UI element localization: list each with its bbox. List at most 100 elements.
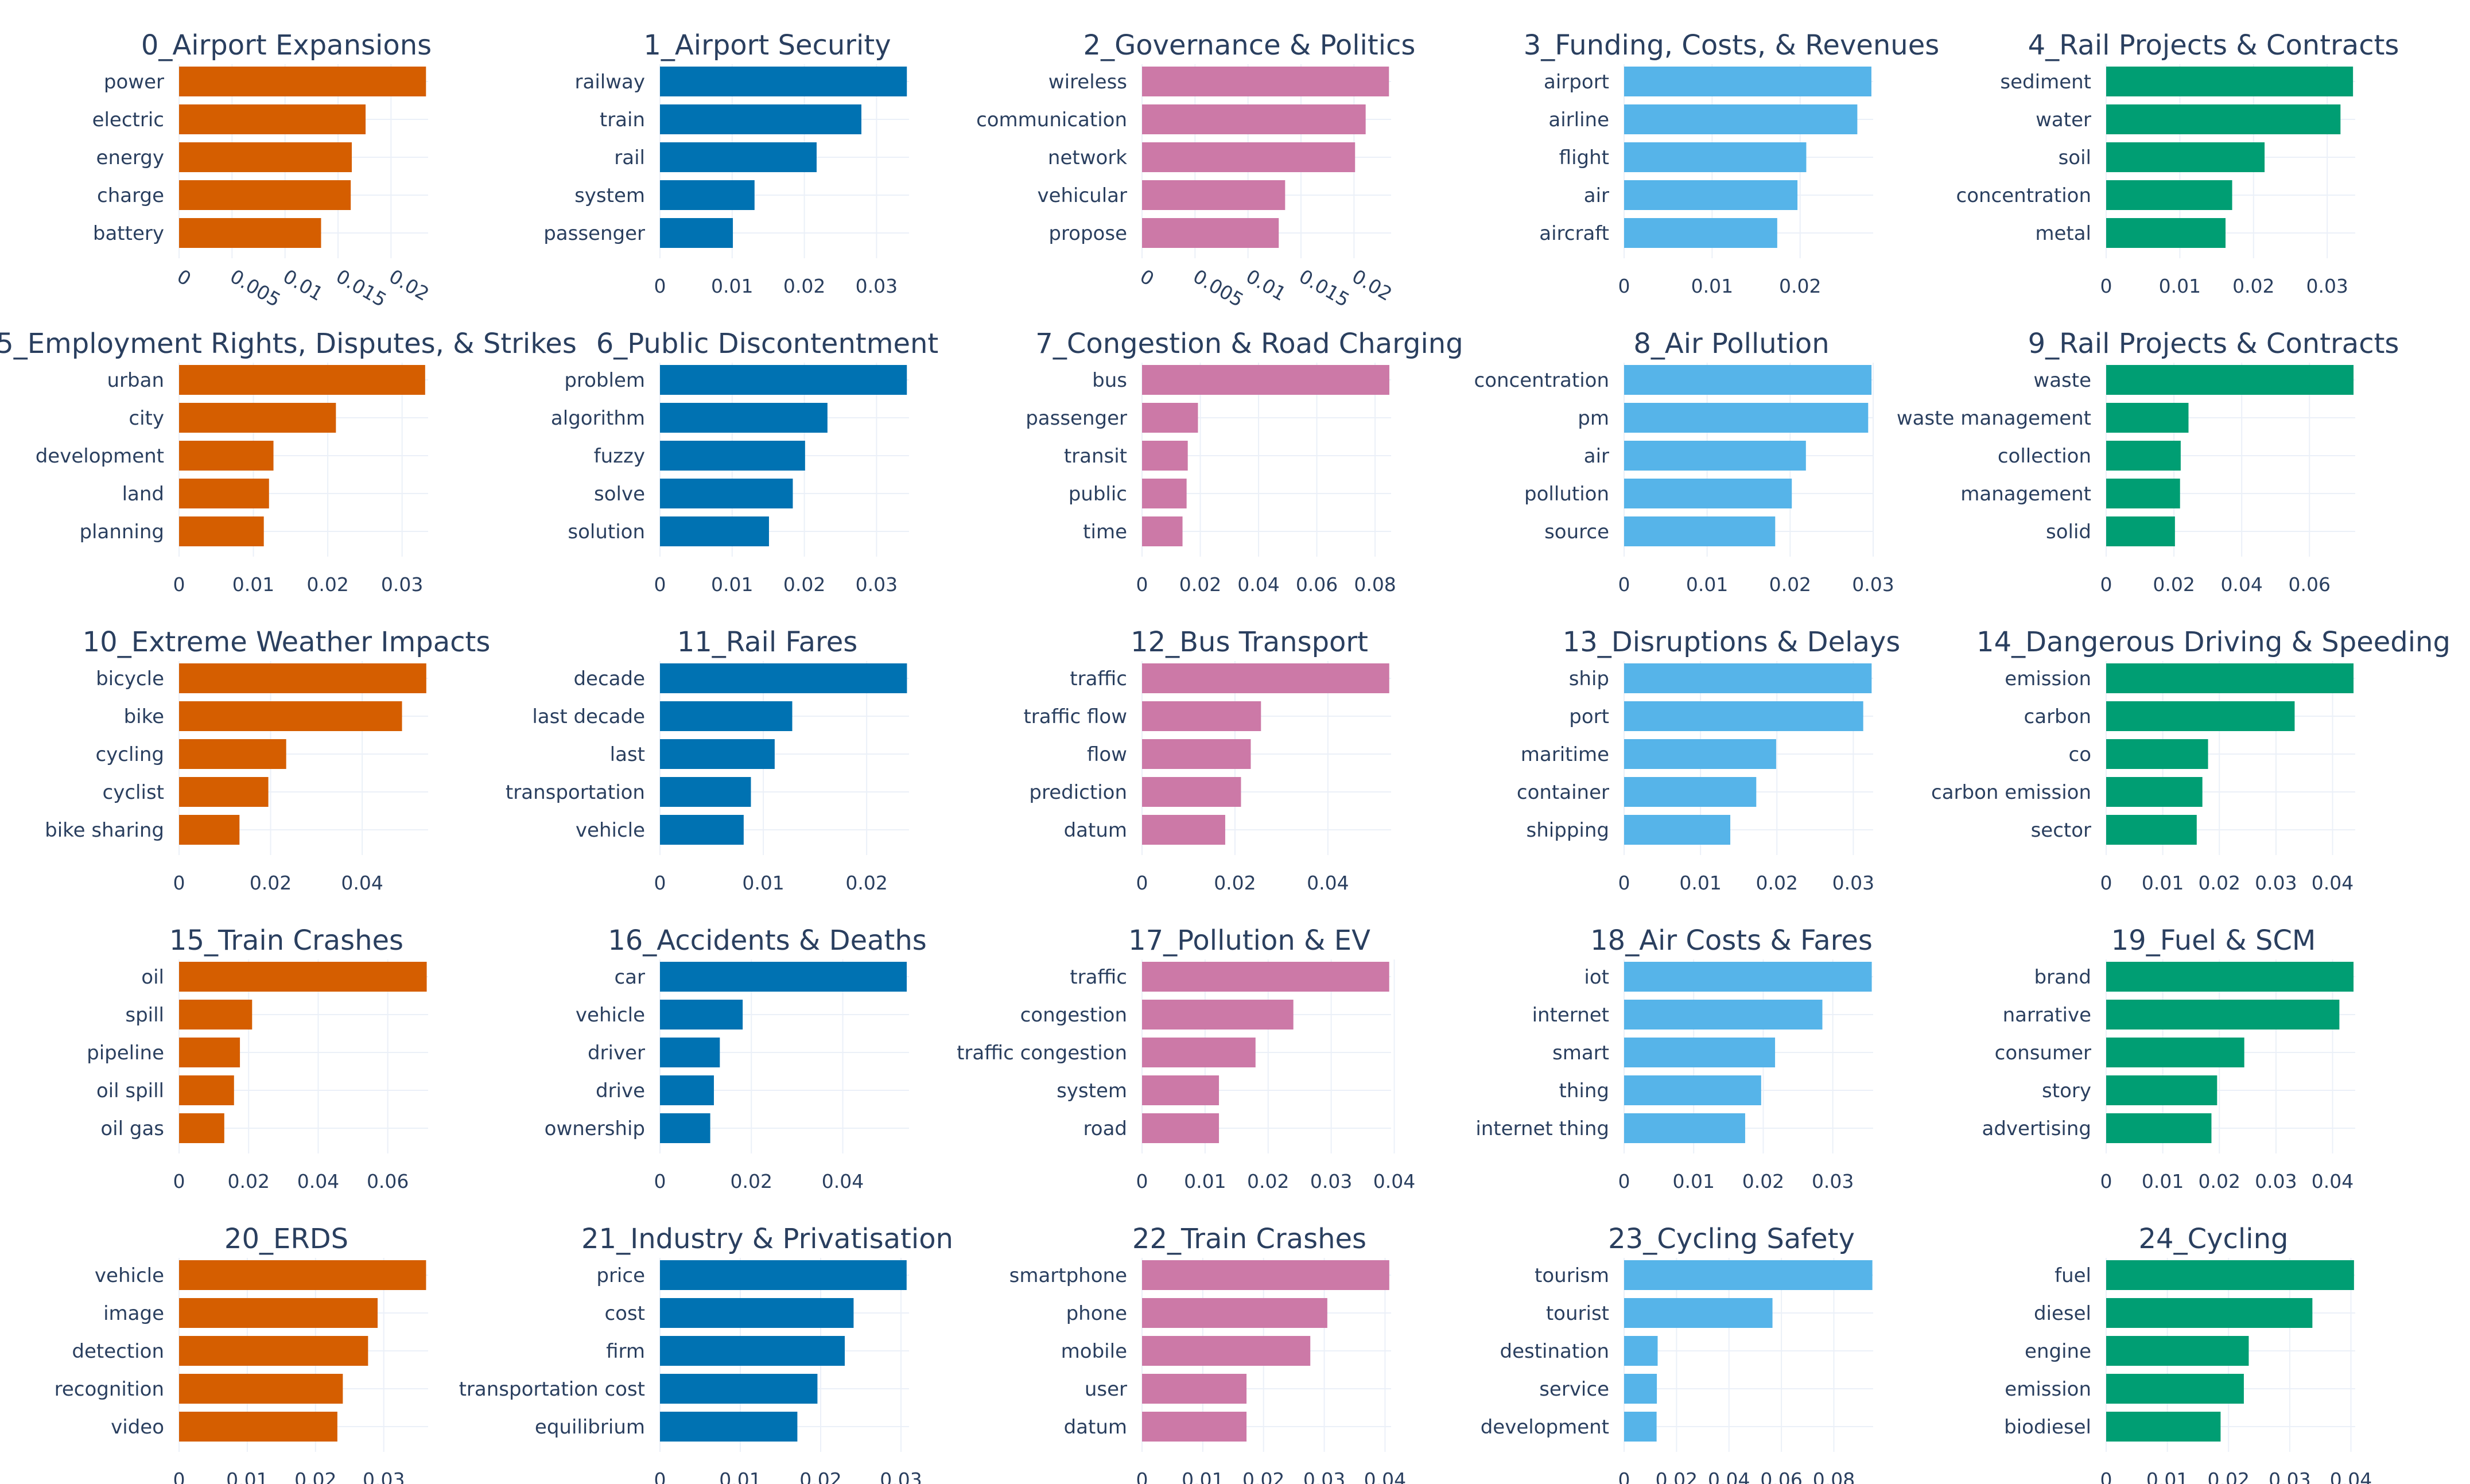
bar[interactable] — [660, 403, 828, 433]
bar[interactable] — [179, 1298, 378, 1328]
bar[interactable] — [1624, 479, 1792, 508]
bar[interactable] — [1624, 142, 1807, 172]
bar[interactable] — [1142, 104, 1366, 134]
bar[interactable] — [660, 777, 751, 807]
bar[interactable] — [1624, 1038, 1776, 1067]
bar[interactable] — [1624, 516, 1776, 546]
bar[interactable] — [2106, 104, 2341, 134]
bar[interactable] — [660, 1113, 710, 1143]
bar[interactable] — [660, 479, 793, 508]
bar[interactable] — [660, 180, 755, 210]
bar[interactable] — [1142, 1038, 1256, 1067]
bar[interactable] — [1142, 815, 1225, 845]
bar[interactable] — [1142, 701, 1261, 731]
bar[interactable] — [1142, 1412, 1247, 1442]
bar[interactable] — [1624, 815, 1731, 845]
bar[interactable] — [1142, 777, 1241, 807]
bar[interactable] — [1142, 441, 1188, 471]
bar[interactable] — [2106, 365, 2354, 395]
bar[interactable] — [1142, 1298, 1327, 1328]
bar[interactable] — [179, 365, 425, 395]
bar[interactable] — [1624, 1336, 1658, 1366]
bar[interactable] — [660, 67, 907, 96]
bar[interactable] — [2106, 1000, 2340, 1030]
bar[interactable] — [660, 1038, 720, 1067]
bar[interactable] — [179, 479, 269, 508]
bar[interactable] — [179, 441, 274, 471]
bar[interactable] — [2106, 739, 2208, 769]
bar[interactable] — [1142, 365, 1389, 395]
bar[interactable] — [179, 218, 321, 248]
bar[interactable] — [2106, 218, 2226, 248]
bar[interactable] — [179, 1260, 426, 1290]
bar[interactable] — [1142, 1374, 1247, 1404]
bar[interactable] — [1624, 67, 1871, 96]
bar[interactable] — [1624, 739, 1776, 769]
bar[interactable] — [2106, 441, 2181, 471]
bar[interactable] — [2106, 962, 2354, 992]
bar[interactable] — [2106, 403, 2189, 433]
bar[interactable] — [1142, 67, 1389, 96]
bar[interactable] — [179, 1038, 240, 1067]
bar[interactable] — [1624, 365, 1872, 395]
bar[interactable] — [1142, 142, 1356, 172]
bar[interactable] — [1624, 1113, 1745, 1143]
bar[interactable] — [179, 777, 269, 807]
bar[interactable] — [1142, 403, 1198, 433]
bar[interactable] — [660, 962, 907, 992]
bar[interactable] — [2106, 777, 2203, 807]
bar[interactable] — [1624, 962, 1872, 992]
bar[interactable] — [2106, 516, 2175, 546]
bar[interactable] — [1624, 1260, 1873, 1290]
bar[interactable] — [2106, 1260, 2354, 1290]
bar[interactable] — [1624, 701, 1863, 731]
bar[interactable] — [2106, 67, 2354, 96]
bar[interactable] — [2106, 1336, 2249, 1366]
bar[interactable] — [660, 1260, 907, 1290]
bar[interactable] — [179, 104, 366, 134]
bar[interactable] — [660, 1336, 845, 1366]
bar[interactable] — [2106, 180, 2232, 210]
bar[interactable] — [1624, 218, 1777, 248]
bar[interactable] — [179, 663, 426, 693]
bar[interactable] — [660, 815, 744, 845]
bar[interactable] — [660, 365, 907, 395]
bar[interactable] — [660, 218, 733, 248]
bar[interactable] — [1142, 1075, 1220, 1105]
bar[interactable] — [1142, 962, 1389, 992]
bar[interactable] — [660, 441, 805, 471]
bar[interactable] — [2106, 663, 2354, 693]
bar[interactable] — [2106, 142, 2265, 172]
bar[interactable] — [2106, 1038, 2244, 1067]
bar[interactable] — [179, 1374, 343, 1404]
bar[interactable] — [2106, 1298, 2313, 1328]
bar[interactable] — [1142, 516, 1183, 546]
bar[interactable] — [660, 1075, 714, 1105]
bar[interactable] — [1142, 218, 1279, 248]
bar[interactable] — [1624, 403, 1869, 433]
bar[interactable] — [179, 516, 264, 546]
bar[interactable] — [179, 1412, 337, 1442]
bar[interactable] — [1624, 441, 1806, 471]
bar[interactable] — [179, 1000, 253, 1030]
bar[interactable] — [1142, 1336, 1311, 1366]
bar[interactable] — [179, 142, 352, 172]
bar[interactable] — [1142, 1113, 1220, 1143]
bar[interactable] — [660, 1000, 743, 1030]
bar[interactable] — [660, 739, 775, 769]
bar[interactable] — [660, 1298, 854, 1328]
bar[interactable] — [660, 663, 907, 693]
bar[interactable] — [2106, 701, 2295, 731]
bar[interactable] — [1142, 1000, 1294, 1030]
bar[interactable] — [1624, 1412, 1657, 1442]
bar[interactable] — [660, 104, 861, 134]
bar[interactable] — [2106, 815, 2197, 845]
bar[interactable] — [179, 1075, 234, 1105]
bar[interactable] — [179, 67, 426, 96]
bar[interactable] — [1624, 1374, 1657, 1404]
bar[interactable] — [1624, 777, 1757, 807]
bar[interactable] — [1624, 663, 1872, 693]
bar[interactable] — [179, 962, 427, 992]
bar[interactable] — [1624, 1000, 1823, 1030]
bar[interactable] — [660, 1374, 818, 1404]
